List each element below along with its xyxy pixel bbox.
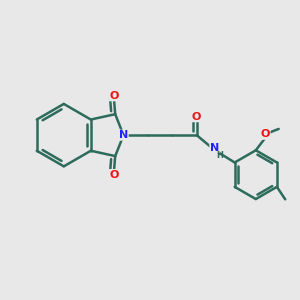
Text: O: O bbox=[192, 112, 201, 122]
Text: O: O bbox=[261, 129, 270, 139]
Text: O: O bbox=[109, 91, 118, 101]
Text: O: O bbox=[109, 169, 118, 179]
Text: N: N bbox=[210, 142, 219, 153]
Text: N: N bbox=[119, 130, 128, 140]
Text: H: H bbox=[216, 152, 223, 160]
